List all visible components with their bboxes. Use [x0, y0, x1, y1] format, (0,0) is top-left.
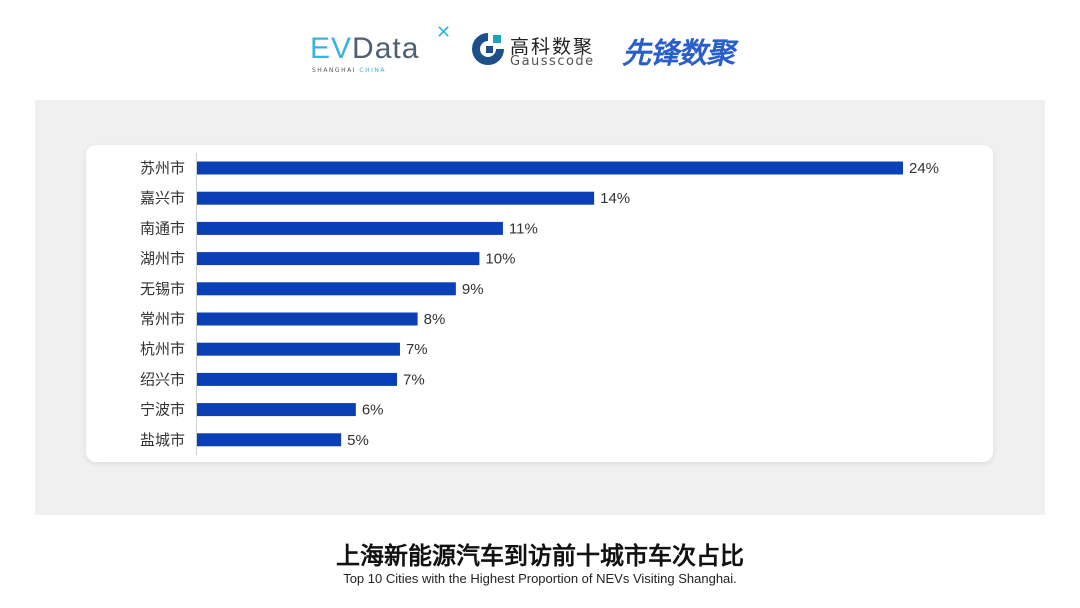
- data-label: 8%: [424, 311, 446, 328]
- chart-card: 苏州市 24% 嘉兴市 14% 南通市 11% 湖州市 10% 无锡市 9% 常州市 8% 杭州市 7% 绍…: [86, 145, 993, 462]
- category-label: 杭州市: [140, 340, 185, 358]
- chart-title: 上海新能源汽车到访前十城市车次占比: [336, 542, 744, 570]
- bar: [197, 161, 903, 175]
- category-label: 南通市: [140, 219, 185, 237]
- bar: [197, 252, 480, 266]
- evdata-logo-subtitle: SHANGHAI CHINA: [312, 67, 386, 74]
- category-label: 嘉兴市: [140, 189, 185, 207]
- data-label: 6%: [362, 402, 384, 419]
- category-label: 绍兴市: [140, 370, 185, 388]
- evdata-logo: EVData ✕: [310, 22, 453, 65]
- bar: [197, 221, 503, 235]
- data-label: 7%: [406, 341, 428, 358]
- bar: [197, 342, 400, 356]
- bar: [197, 403, 356, 417]
- chart-subtitle: Top 10 Cities with the Highest Proportio…: [343, 571, 737, 586]
- gausscode-logo-en: Gausscode: [510, 54, 595, 69]
- category-label: 苏州市: [140, 159, 185, 177]
- bar: [197, 191, 595, 205]
- data-label: 5%: [347, 432, 369, 449]
- gausscode-logo-icon: [472, 33, 504, 65]
- data-label: 11%: [509, 220, 538, 237]
- xianfeng-logo: 先锋数聚: [622, 36, 735, 70]
- data-label: 10%: [485, 251, 515, 268]
- category-label: 常州市: [140, 310, 185, 328]
- data-label: 9%: [462, 281, 484, 298]
- bar-chart: 苏州市 24% 嘉兴市 14% 南通市 11% 湖州市 10% 无锡市 9% 常州市 8% 杭州市 7% 绍…: [140, 153, 939, 455]
- data-label: 24%: [909, 160, 939, 177]
- logo-bar: EVData ✕ SHANGHAI CHINA 高科数聚 Gausscode 先锋…: [0, 22, 1080, 74]
- bar: [197, 372, 398, 386]
- bar: [197, 282, 456, 296]
- bar: [197, 433, 342, 447]
- category-label: 无锡市: [140, 280, 185, 298]
- data-label: 7%: [403, 371, 425, 388]
- category-label: 盐城市: [140, 431, 185, 449]
- gausscode-logo-cn: 高科数聚: [510, 36, 595, 58]
- category-label: 湖州市: [140, 250, 185, 268]
- category-label: 宁波市: [140, 401, 185, 419]
- data-label: 14%: [600, 190, 630, 207]
- bar: [197, 312, 418, 326]
